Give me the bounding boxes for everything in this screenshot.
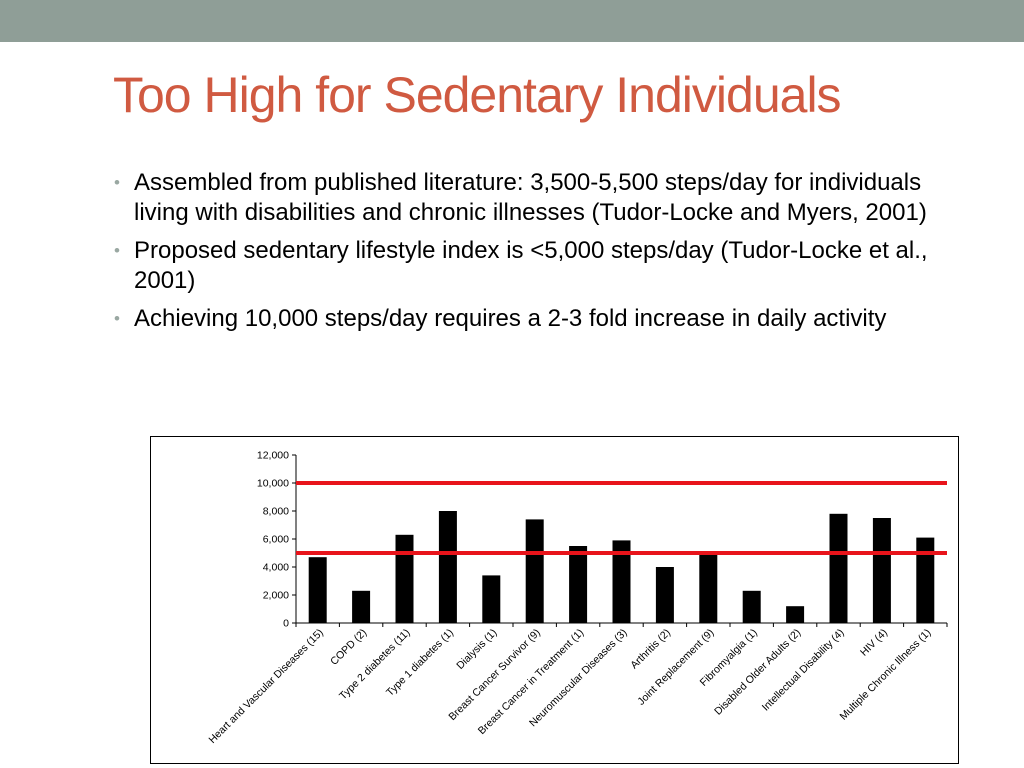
top-accent-bar xyxy=(0,0,1024,42)
y-tick-label: 4,000 xyxy=(263,562,289,574)
bar xyxy=(438,511,457,623)
x-tick-label: Arthritis (2) xyxy=(628,627,673,672)
y-tick-label: 12,000 xyxy=(257,450,289,462)
y-tick-label: 2,000 xyxy=(263,590,289,602)
bullet-dot-icon: • xyxy=(114,309,120,328)
bar xyxy=(655,567,674,623)
x-tick-label: HIV (4) xyxy=(858,627,890,659)
bar xyxy=(352,590,371,623)
bar xyxy=(569,546,588,623)
bar xyxy=(612,540,631,623)
slide-title: Too High for Sedentary Individuals xyxy=(113,67,842,123)
bar xyxy=(872,518,891,623)
bar xyxy=(699,553,718,623)
steps-bar-chart: 0 2,000 4,000 6,000 8,000 10,000 12,000 Heart a… xyxy=(206,450,948,746)
bar xyxy=(829,513,848,623)
bullet-text: Assembled from published literature: 3,5… xyxy=(134,169,927,226)
y-tick-label: 0 xyxy=(283,618,289,630)
bullet-dot-icon: • xyxy=(114,173,120,192)
bar xyxy=(525,519,544,623)
bar xyxy=(308,557,327,623)
bullet-item: • Achieving 10,000 steps/day requires a … xyxy=(113,304,943,334)
x-tick-label: Multiple Chronic Illness (1) xyxy=(837,627,933,723)
x-tick-label: Disabled Older Adults (2) xyxy=(712,627,803,718)
bullet-list: • Assembled from published literature: 3… xyxy=(113,168,943,342)
chart-frame: 0 2,000 4,000 6,000 8,000 10,000 12,000 Heart a… xyxy=(150,436,959,764)
x-tick-label: Intellectual Disability (4) xyxy=(760,627,847,714)
x-tick-label: Joint Replacement (9) xyxy=(635,627,716,708)
bullet-item: • Assembled from published literature: 3… xyxy=(113,168,943,228)
bullet-text: Achieving 10,000 steps/day requires a 2-… xyxy=(134,305,887,332)
bar xyxy=(742,590,761,623)
x-tick-label: COPD (2) xyxy=(328,627,369,668)
x-tick-label: Heart and Vascular Diseases (15) xyxy=(206,627,325,746)
bullet-dot-icon: • xyxy=(114,241,120,260)
y-tick-label: 6,000 xyxy=(263,534,289,546)
bar xyxy=(395,534,414,623)
y-tick-label: 8,000 xyxy=(263,506,289,518)
x-tick-label: Dialysis (1) xyxy=(454,627,499,672)
bar xyxy=(786,606,805,623)
bar xyxy=(482,575,501,623)
bullet-item: • Proposed sedentary lifestyle index is … xyxy=(113,236,943,296)
bullet-text: Proposed sedentary lifestyle index is <5… xyxy=(134,237,928,294)
y-tick-label: 10,000 xyxy=(257,478,289,490)
bar xyxy=(916,537,935,623)
